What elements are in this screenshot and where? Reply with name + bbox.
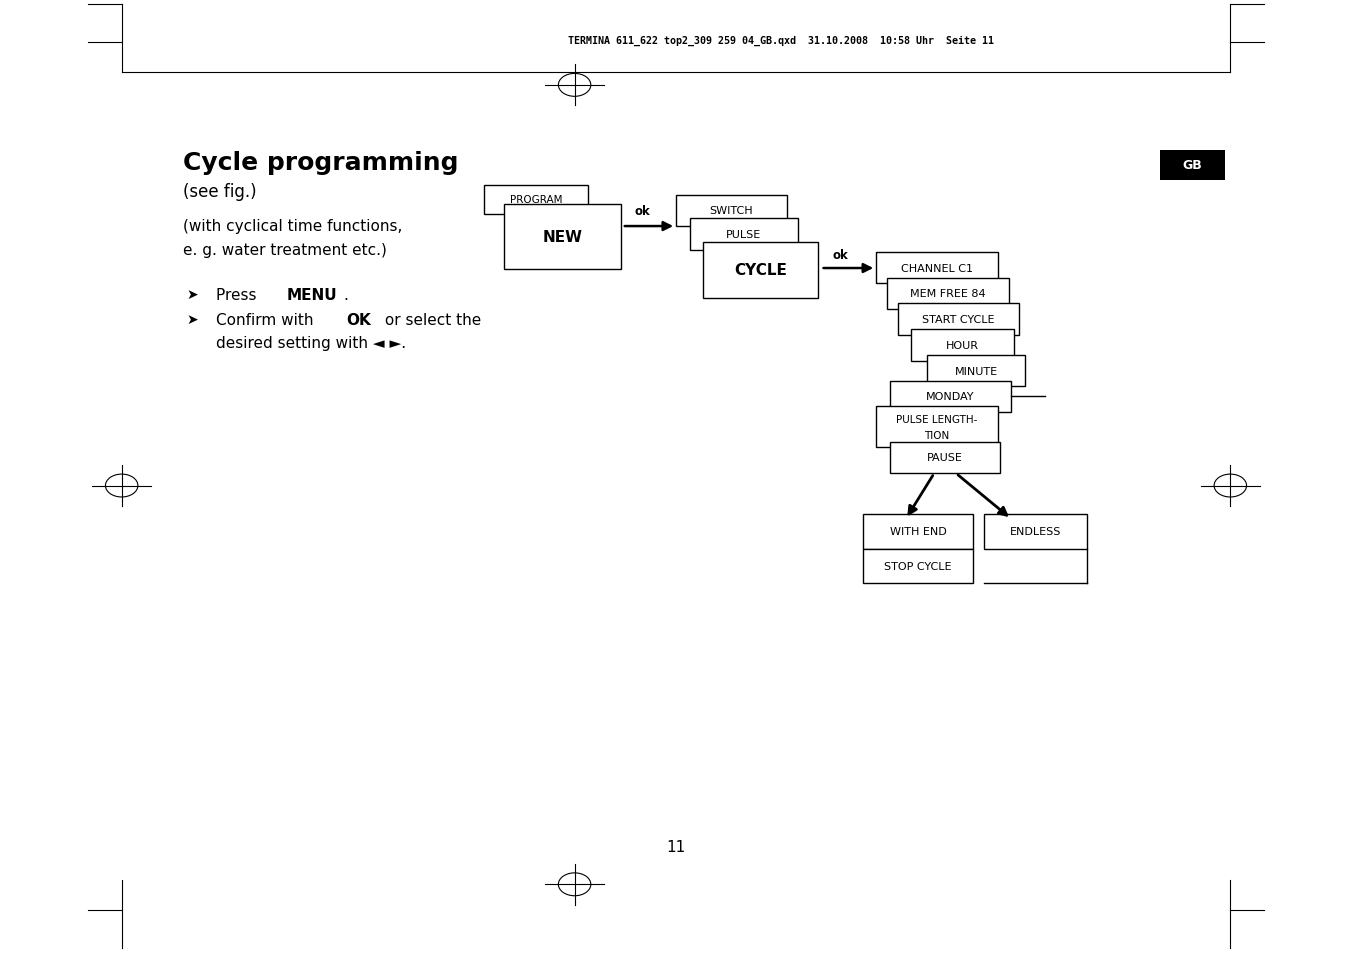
Bar — [863, 515, 973, 549]
Text: CHANNEL C1: CHANNEL C1 — [900, 263, 973, 274]
Text: 11: 11 — [667, 839, 685, 854]
Text: desired setting with ◄ ►.: desired setting with ◄ ►. — [216, 335, 407, 351]
Bar — [1160, 151, 1225, 181]
Text: PULSE: PULSE — [726, 230, 761, 240]
Bar — [887, 278, 1009, 310]
Bar — [984, 515, 1087, 549]
Text: MEM FREE 84: MEM FREE 84 — [910, 289, 986, 299]
Bar — [927, 355, 1025, 387]
Text: STOP CYCLE: STOP CYCLE — [884, 561, 952, 571]
Text: (see fig.): (see fig.) — [183, 183, 256, 201]
Text: TERMINA 611_622 top2_309 259 04_GB.qxd  31.10.2008  10:58 Uhr  Seite 11: TERMINA 611_622 top2_309 259 04_GB.qxd 3… — [568, 36, 994, 46]
Text: e. g. water treatment etc.): e. g. water treatment etc.) — [183, 243, 387, 258]
Text: MINUTE: MINUTE — [955, 366, 998, 376]
Text: Cycle programming: Cycle programming — [183, 151, 458, 174]
Bar — [890, 442, 1000, 474]
Bar — [504, 205, 621, 270]
Text: .: . — [343, 288, 349, 303]
Text: WITH END: WITH END — [890, 527, 946, 537]
Text: ➤: ➤ — [187, 288, 199, 302]
Text: Confirm with: Confirm with — [216, 313, 319, 328]
Text: SWITCH: SWITCH — [710, 206, 753, 216]
Text: MENU: MENU — [287, 288, 337, 303]
Bar — [898, 304, 1019, 335]
Text: ENDLESS: ENDLESS — [1010, 527, 1061, 537]
Text: PAUSE: PAUSE — [927, 453, 963, 463]
Text: CYCLE: CYCLE — [734, 263, 787, 278]
Bar — [690, 219, 798, 251]
Text: START CYCLE: START CYCLE — [922, 314, 995, 325]
Text: ok: ok — [833, 249, 849, 262]
Bar — [890, 381, 1011, 413]
Text: PROGRAM: PROGRAM — [510, 195, 562, 205]
Text: TION: TION — [925, 431, 949, 440]
Text: NEW: NEW — [542, 230, 583, 245]
Bar — [863, 549, 973, 583]
Text: HOUR: HOUR — [946, 340, 979, 351]
Bar — [911, 330, 1014, 361]
Text: GB: GB — [1183, 159, 1202, 172]
Text: (with cyclical time functions,: (with cyclical time functions, — [183, 219, 402, 234]
Bar — [876, 407, 998, 448]
Text: PULSE LENGTH-: PULSE LENGTH- — [896, 416, 977, 425]
Text: Press: Press — [216, 288, 262, 303]
Text: ➤: ➤ — [187, 313, 199, 327]
Text: OK: OK — [346, 313, 370, 328]
Bar — [703, 243, 818, 298]
Text: MONDAY: MONDAY — [926, 392, 975, 402]
Bar — [676, 195, 787, 227]
Bar — [484, 186, 588, 214]
Bar — [876, 253, 998, 284]
Text: or select the: or select the — [380, 313, 481, 328]
Text: ok: ok — [634, 204, 650, 217]
